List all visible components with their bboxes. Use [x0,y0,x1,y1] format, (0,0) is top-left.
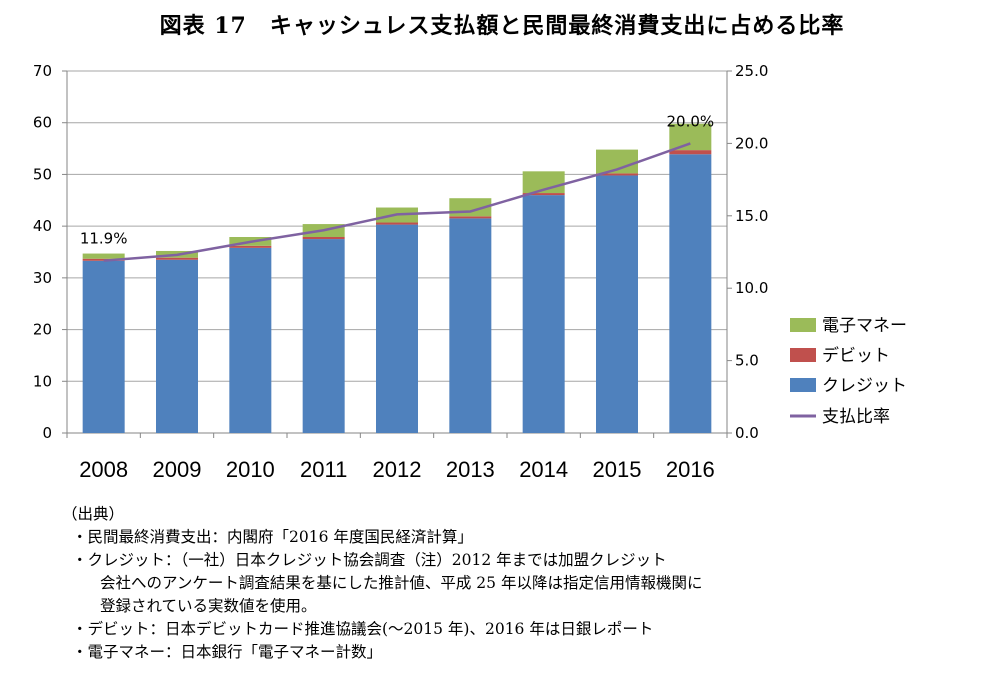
legend-swatch [790,348,816,362]
right-tick-label: 20.0 [735,134,768,152]
bar-segment [596,173,638,176]
left-tick-label: 0 [42,424,52,442]
left-tick-label: 70 [33,62,52,80]
bar-segment [669,150,712,155]
bars [82,123,712,433]
bar-segment [449,216,492,219]
legend-swatch [790,378,816,392]
bar-segment [596,175,638,433]
left-tick-label: 30 [33,269,52,287]
left-tick-label: 10 [33,372,52,390]
ratio-data-label: 20.0% [667,112,715,130]
chart-title: 図表 17 キャッシュレス支払額と民間最終消費支出に占める比率 [159,13,845,39]
left-tick-label: 50 [33,165,52,183]
x-tick-label: 2009 [153,457,202,482]
x-tick-label: 2011 [300,457,347,482]
ratio-line [103,142,691,262]
left-tick-label: 60 [33,114,52,132]
bar-segment [229,247,272,433]
left-tick-label: 20 [33,321,52,339]
x-tick-label: 2014 [519,457,568,482]
note-line: 登録されている実数値を使用。 [100,597,317,615]
legend-swatch [790,318,816,332]
right-tick-label: 15.0 [735,207,768,225]
bar-segment [229,245,272,248]
x-tick-label: 2013 [446,457,495,482]
x-tick-label: 2016 [666,457,715,482]
bar-segment [669,154,712,433]
bar-segment [302,237,345,240]
x-tick-label: 2008 [79,457,128,482]
x-tick-label: 2012 [373,457,422,482]
bar-segment [522,193,565,196]
bar-segment [156,259,198,433]
bar-segment [82,260,125,433]
bar-segment [82,253,125,259]
left-tick-label: 40 [33,217,52,235]
right-tick-label: 25.0 [735,62,768,80]
ratio-data-label: 11.9% [80,230,128,248]
bar-segment [669,123,712,151]
right-tick-label: 5.0 [735,352,759,370]
legend-label: 電子マネー [822,316,907,336]
note-line: ・クレジット：（一社）日本クレジット協会調査（注）2012 年までは加盟クレジッ… [72,551,667,569]
x-tick-label: 2015 [593,457,642,482]
right-tick-label: 0.0 [735,424,759,442]
bar-segment [596,149,638,174]
source-notes: （出典） ・民間最終消費支出：内閣府「2016 年度国民経済計算」・クレジット：… [62,503,702,664]
right-tick-label: 10.0 [735,279,768,297]
note-line: ・電子マネー：日本銀行「電子マネー計数」 [72,643,383,661]
tick-labels: 0 10 20 30 40 50 60 70 0.0 5.0 10.0 15.0 20.0 25.0 200… [33,62,769,482]
legend-label: クレジット [822,376,907,396]
legend-label: 支払比率 [822,407,890,427]
note-line: 会社へのアンケート調査結果を基にした推計値、平成 25 年以降は指定信用情報機関… [100,574,703,592]
x-tick-label: 2010 [226,457,275,482]
bar-segment [376,222,418,225]
bar-segment [522,195,565,433]
bar-segment [376,224,418,433]
note-line: ・民間最終消費支出：内閣府「2016 年度国民経済計算」 [72,528,473,546]
note-line: ・デビット：日本デビットカード推進協議会(〜2015 年)、2016 年は日銀レ… [72,620,654,638]
legend-label: デビット [822,345,890,366]
bar-segment [449,218,492,433]
notes-heading: （出典） [62,505,125,523]
bar-segment [302,239,345,433]
bar-segment [156,257,198,260]
chart-area: 0 10 20 30 40 50 60 70 0.0 5.0 10.0 15.0 20.0 25.0 200… [33,62,907,482]
